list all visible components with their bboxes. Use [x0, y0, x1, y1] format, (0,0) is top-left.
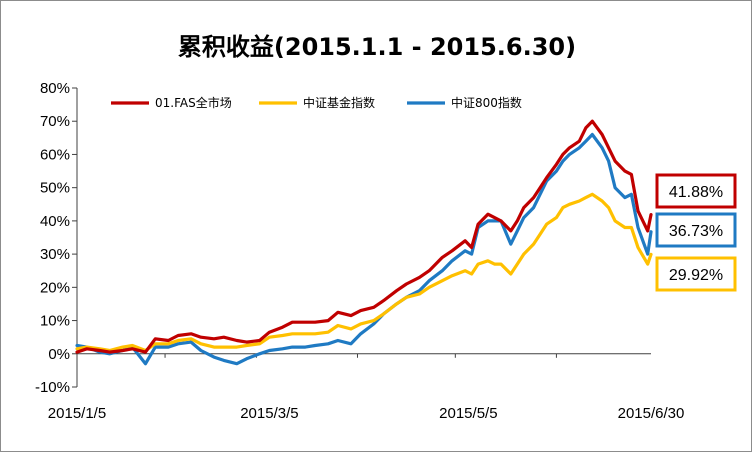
end-value-box	[655, 212, 737, 248]
y-tick-label: 50%	[40, 180, 70, 197]
series-line-2	[75, 132, 653, 366]
y-tick-label: 80%	[40, 80, 70, 97]
y-tick-label: 70%	[40, 113, 70, 130]
y-tick-label: 40%	[40, 213, 70, 230]
y-tick-label: 20%	[40, 279, 70, 296]
y-tick-label: 30%	[40, 246, 70, 263]
legend-label: 中证800指数	[451, 95, 522, 110]
y-tick-label: 10%	[40, 313, 70, 330]
y-tick-label: 0%	[48, 346, 70, 363]
x-tick-label: 2015/1/5	[48, 405, 106, 422]
x-tick-label: 2015/3/5	[240, 405, 298, 422]
y-tick-label: -10%	[35, 379, 70, 396]
legend-label: 01.FAS全市场	[155, 95, 232, 110]
axes: -10% 0% 10% 20% 30% 40% 50% 60% 70% 80% 2015/1/5 20…	[35, 80, 684, 422]
end-value-box	[655, 173, 737, 209]
x-tick-label: 2015/5/5	[439, 405, 497, 422]
series-layer	[75, 119, 653, 366]
chart-title: 累积收益(2015.1.1 - 2015.6.30)	[178, 33, 576, 61]
end-labels: 41.88% 29.92% 36.73%	[655, 173, 737, 292]
end-value-label: 41.88%	[669, 184, 723, 201]
y-tick-label: 60%	[40, 146, 70, 163]
series-line-1	[75, 192, 653, 353]
legend: 01.FAS全市场 中证基金指数 中证800指数	[111, 95, 522, 110]
end-value-label: 36.73%	[669, 223, 723, 240]
legend-label: 中证基金指数	[303, 95, 375, 110]
series-line-0	[75, 119, 653, 354]
end-value-label: 29.92%	[669, 267, 723, 284]
x-tick-label: 2015/6/30	[618, 405, 685, 422]
end-value-box	[655, 256, 737, 292]
